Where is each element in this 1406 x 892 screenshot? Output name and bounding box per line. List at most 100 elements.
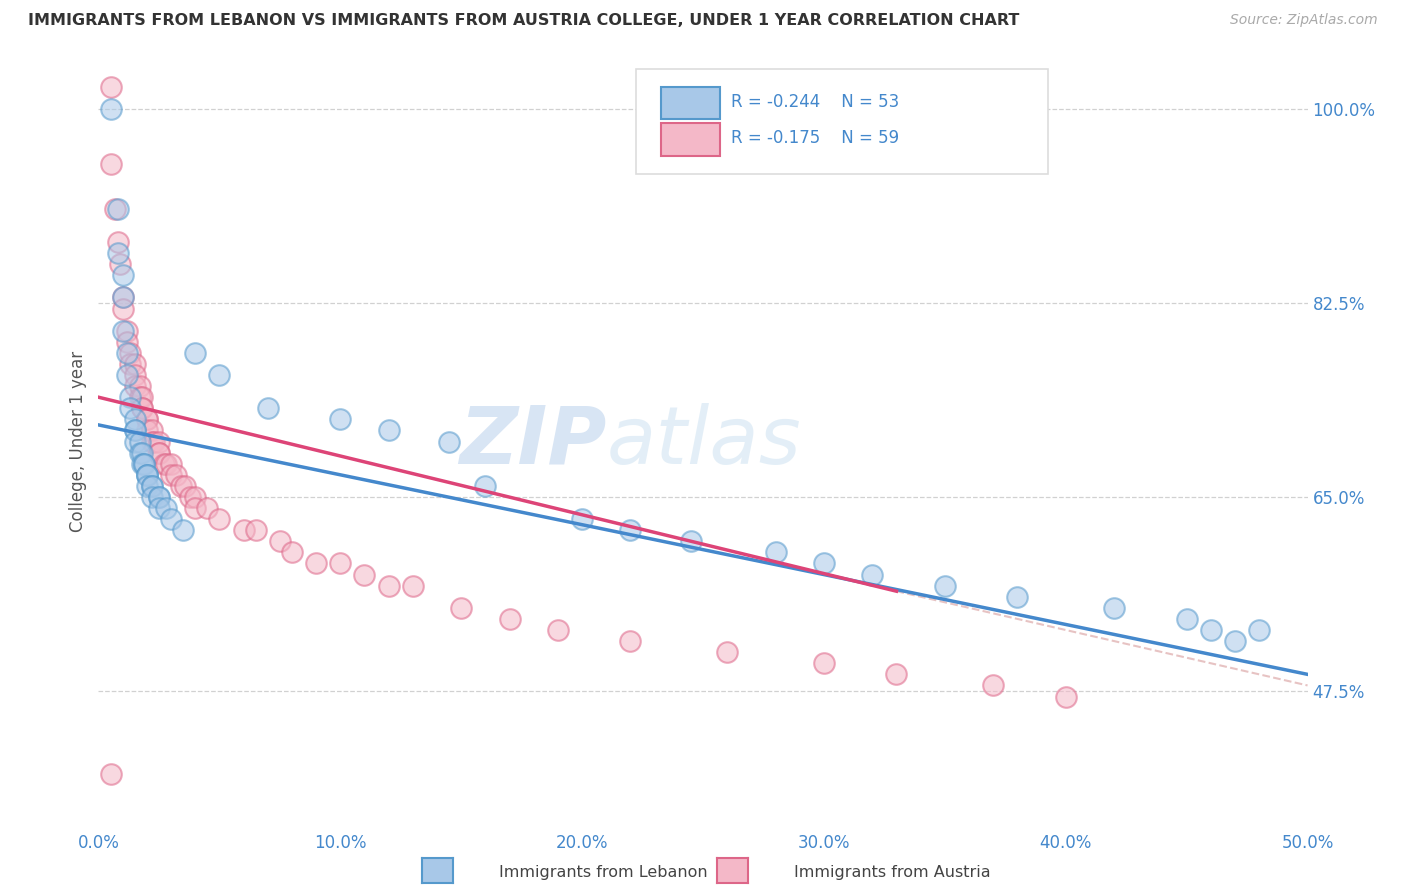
Point bbox=[124, 357, 146, 371]
Point bbox=[141, 490, 163, 504]
Point bbox=[148, 434, 170, 449]
Point bbox=[111, 301, 134, 316]
Text: R = -0.244    N = 53: R = -0.244 N = 53 bbox=[731, 93, 898, 111]
Point bbox=[124, 379, 146, 393]
Point bbox=[148, 490, 170, 504]
Point bbox=[124, 424, 146, 438]
Point bbox=[148, 445, 170, 459]
Point bbox=[118, 346, 141, 360]
Point bbox=[152, 457, 174, 471]
Point bbox=[128, 379, 150, 393]
Point bbox=[619, 634, 641, 648]
Point bbox=[547, 623, 569, 637]
Text: Source: ZipAtlas.com: Source: ZipAtlas.com bbox=[1230, 13, 1378, 28]
Point bbox=[135, 412, 157, 426]
Point bbox=[450, 600, 472, 615]
Point bbox=[184, 490, 207, 504]
Point bbox=[377, 424, 399, 438]
Point bbox=[148, 445, 170, 459]
Point bbox=[353, 567, 375, 582]
Point bbox=[135, 467, 157, 482]
Point bbox=[619, 523, 641, 537]
Point bbox=[1249, 623, 1271, 637]
Point bbox=[165, 467, 187, 482]
Point bbox=[281, 545, 304, 559]
Point bbox=[100, 157, 122, 171]
Point bbox=[111, 290, 134, 304]
Point bbox=[184, 346, 207, 360]
Point bbox=[329, 557, 352, 571]
Text: IMMIGRANTS FROM LEBANON VS IMMIGRANTS FROM AUSTRIA COLLEGE, UNDER 1 YEAR CORRELA: IMMIGRANTS FROM LEBANON VS IMMIGRANTS FR… bbox=[28, 13, 1019, 29]
Point bbox=[107, 246, 129, 260]
Point bbox=[160, 457, 183, 471]
Point bbox=[117, 368, 139, 382]
Point bbox=[143, 434, 166, 449]
Point bbox=[172, 523, 194, 537]
Point bbox=[135, 479, 157, 493]
Point bbox=[108, 257, 131, 271]
Y-axis label: College, Under 1 year: College, Under 1 year bbox=[69, 351, 87, 533]
Point bbox=[111, 268, 134, 283]
Point bbox=[1199, 623, 1222, 637]
Point bbox=[135, 467, 157, 482]
Point bbox=[107, 235, 129, 249]
Point bbox=[128, 390, 150, 404]
Text: R = -0.175    N = 59: R = -0.175 N = 59 bbox=[731, 129, 898, 147]
Point bbox=[765, 545, 787, 559]
Point bbox=[256, 401, 278, 416]
Point bbox=[135, 467, 157, 482]
Point bbox=[1175, 612, 1198, 626]
Point bbox=[813, 657, 835, 671]
Point bbox=[100, 79, 122, 94]
Point bbox=[100, 767, 122, 781]
Point bbox=[208, 512, 231, 526]
Point bbox=[169, 479, 191, 493]
Point bbox=[131, 401, 153, 416]
Point bbox=[1223, 634, 1246, 648]
Point bbox=[118, 390, 141, 404]
Point bbox=[155, 457, 177, 471]
Point bbox=[155, 501, 177, 516]
Point bbox=[160, 467, 183, 482]
Point bbox=[128, 445, 150, 459]
Text: Immigrants from Lebanon: Immigrants from Lebanon bbox=[499, 865, 707, 880]
Point bbox=[117, 334, 139, 349]
Point bbox=[135, 412, 157, 426]
Point bbox=[571, 512, 593, 526]
Point bbox=[716, 645, 738, 659]
Point bbox=[269, 534, 291, 549]
Point bbox=[141, 434, 163, 449]
Point bbox=[981, 678, 1004, 692]
Text: Immigrants from Austria: Immigrants from Austria bbox=[794, 865, 991, 880]
Point bbox=[195, 501, 218, 516]
Point bbox=[100, 102, 122, 116]
Point bbox=[124, 424, 146, 438]
Point bbox=[245, 523, 267, 537]
Point bbox=[934, 579, 956, 593]
Point bbox=[111, 290, 134, 304]
Point bbox=[141, 424, 163, 438]
Point bbox=[679, 534, 702, 549]
Point bbox=[1054, 690, 1077, 704]
Point bbox=[305, 557, 328, 571]
Point bbox=[1007, 590, 1029, 604]
Point bbox=[128, 434, 150, 449]
Point bbox=[131, 445, 153, 459]
Point bbox=[111, 324, 134, 338]
Point bbox=[474, 479, 496, 493]
Point bbox=[124, 368, 146, 382]
Point bbox=[860, 567, 883, 582]
FancyBboxPatch shape bbox=[637, 69, 1047, 174]
Point bbox=[148, 490, 170, 504]
Point bbox=[104, 202, 127, 216]
Point bbox=[1102, 600, 1125, 615]
FancyBboxPatch shape bbox=[661, 123, 720, 156]
Point bbox=[160, 512, 183, 526]
Point bbox=[377, 579, 399, 593]
Point bbox=[886, 667, 908, 681]
Point bbox=[118, 357, 141, 371]
FancyBboxPatch shape bbox=[661, 87, 720, 120]
Point bbox=[498, 612, 520, 626]
Point bbox=[437, 434, 460, 449]
Point bbox=[131, 401, 153, 416]
